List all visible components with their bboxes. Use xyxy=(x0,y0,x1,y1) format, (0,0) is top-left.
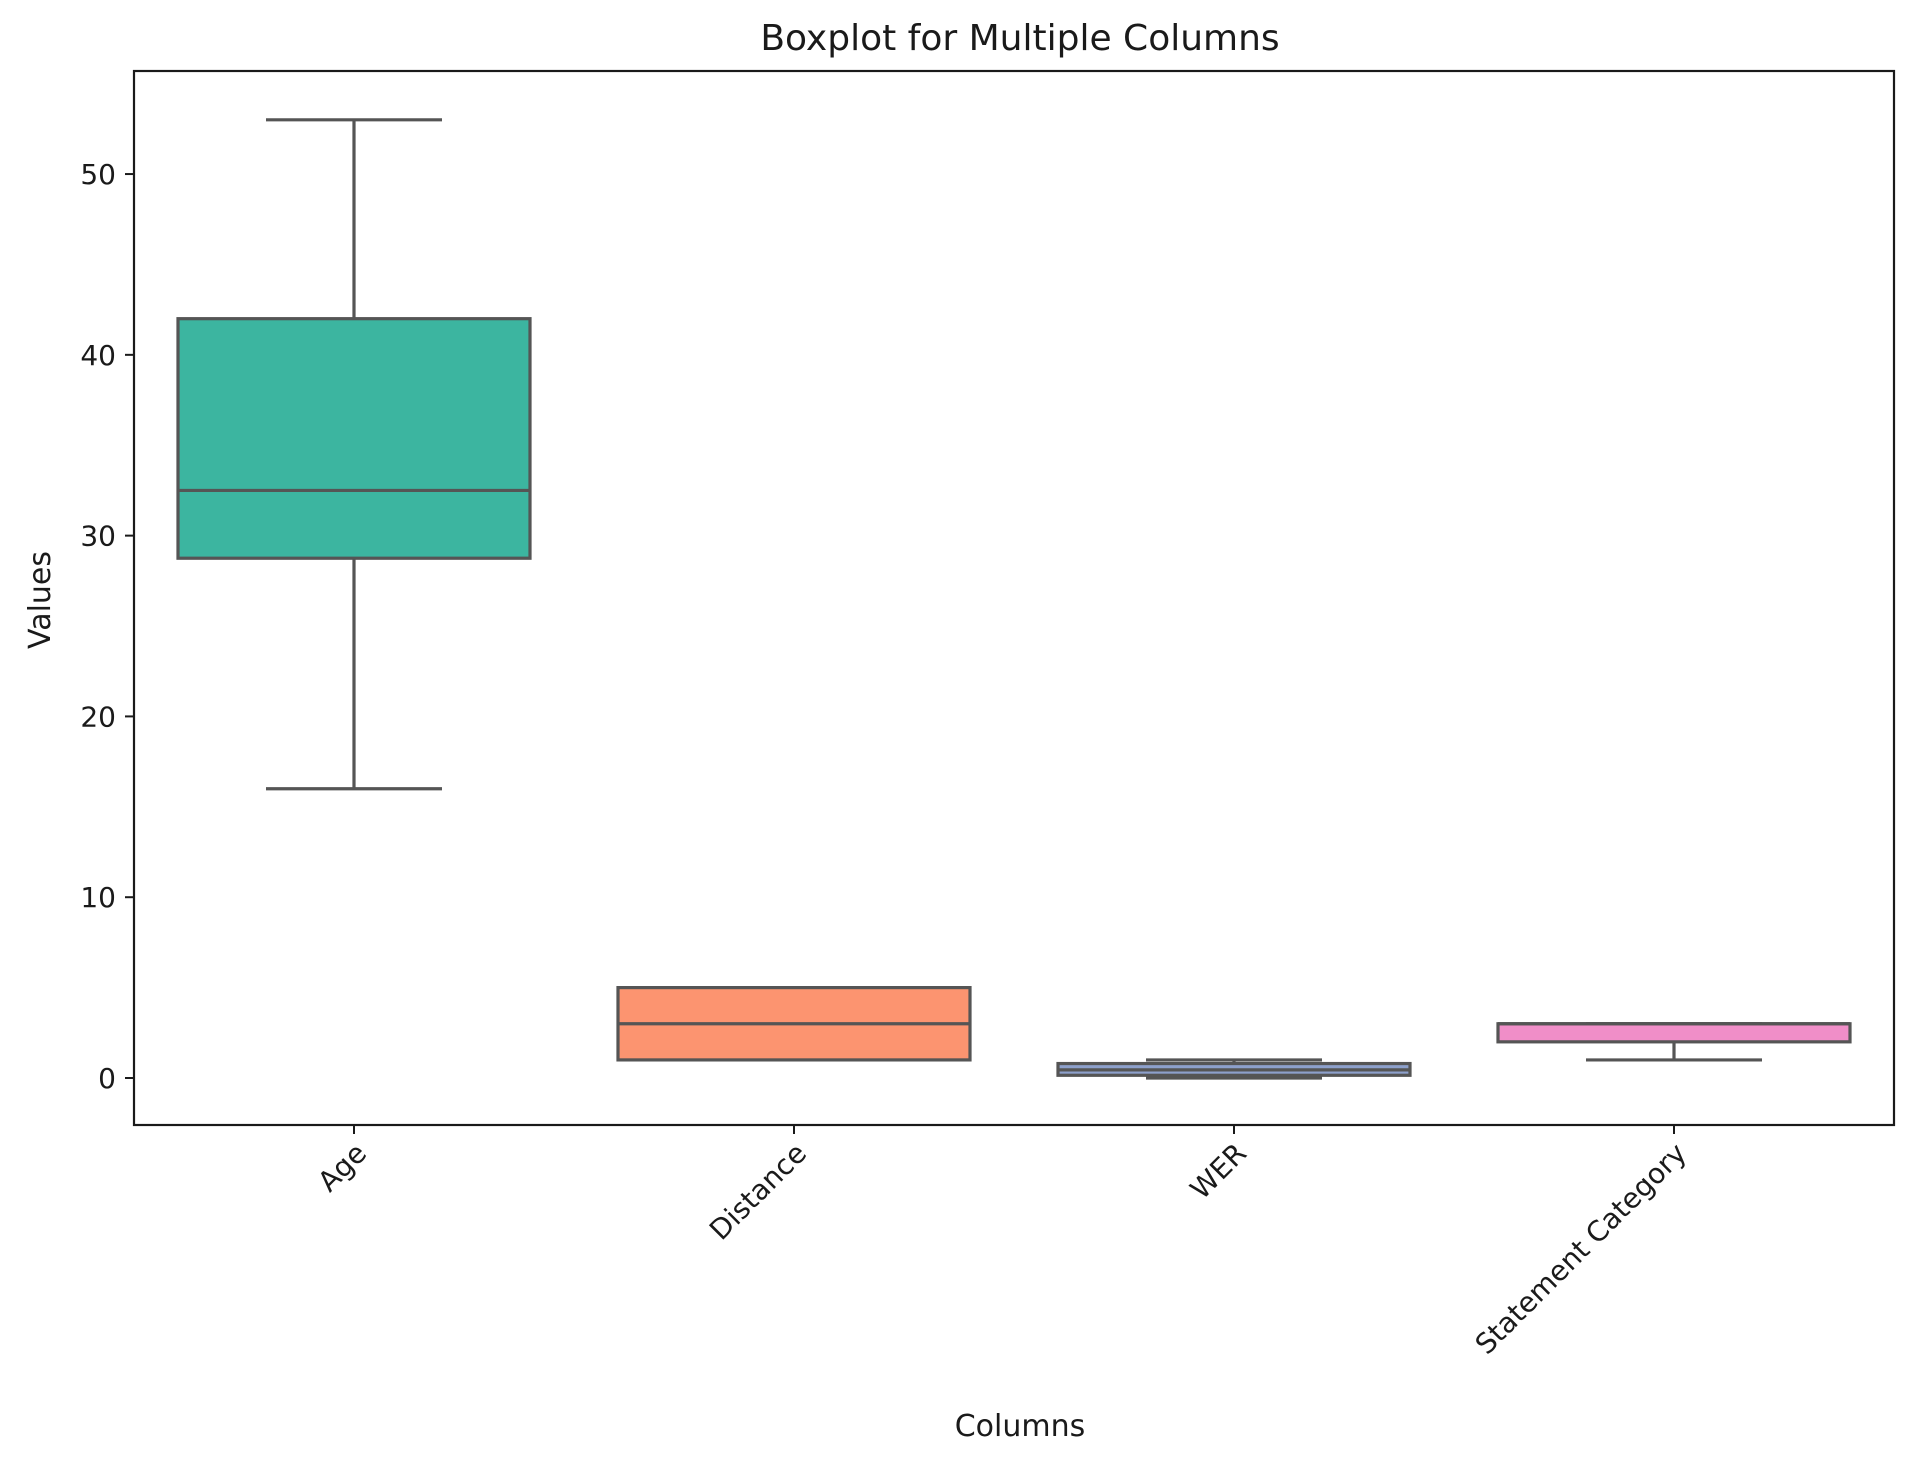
box-body xyxy=(176,317,532,560)
y-axis-label: Values xyxy=(23,551,58,649)
box-body xyxy=(1496,1022,1852,1044)
box-statement-category xyxy=(1496,1022,1852,1062)
box-wer xyxy=(1056,1058,1412,1080)
y-tick-label: 10 xyxy=(80,881,116,914)
y-tick-label: 50 xyxy=(80,158,116,191)
y-tick-label: 0 xyxy=(98,1062,116,1095)
y-tick-label: 40 xyxy=(80,339,116,372)
axes-frame xyxy=(132,69,1896,1127)
box-age xyxy=(176,118,532,791)
y-axis: 0 10 20 30 40 50 xyxy=(80,158,134,1095)
box-distance xyxy=(616,986,972,1062)
plot-area xyxy=(176,118,1852,1080)
x-axis-label: Columns xyxy=(955,1409,1086,1444)
y-tick-label: 20 xyxy=(80,700,116,733)
chart-title: Boxplot for Multiple Columns xyxy=(760,18,1279,59)
y-tick-label: 30 xyxy=(80,520,116,553)
